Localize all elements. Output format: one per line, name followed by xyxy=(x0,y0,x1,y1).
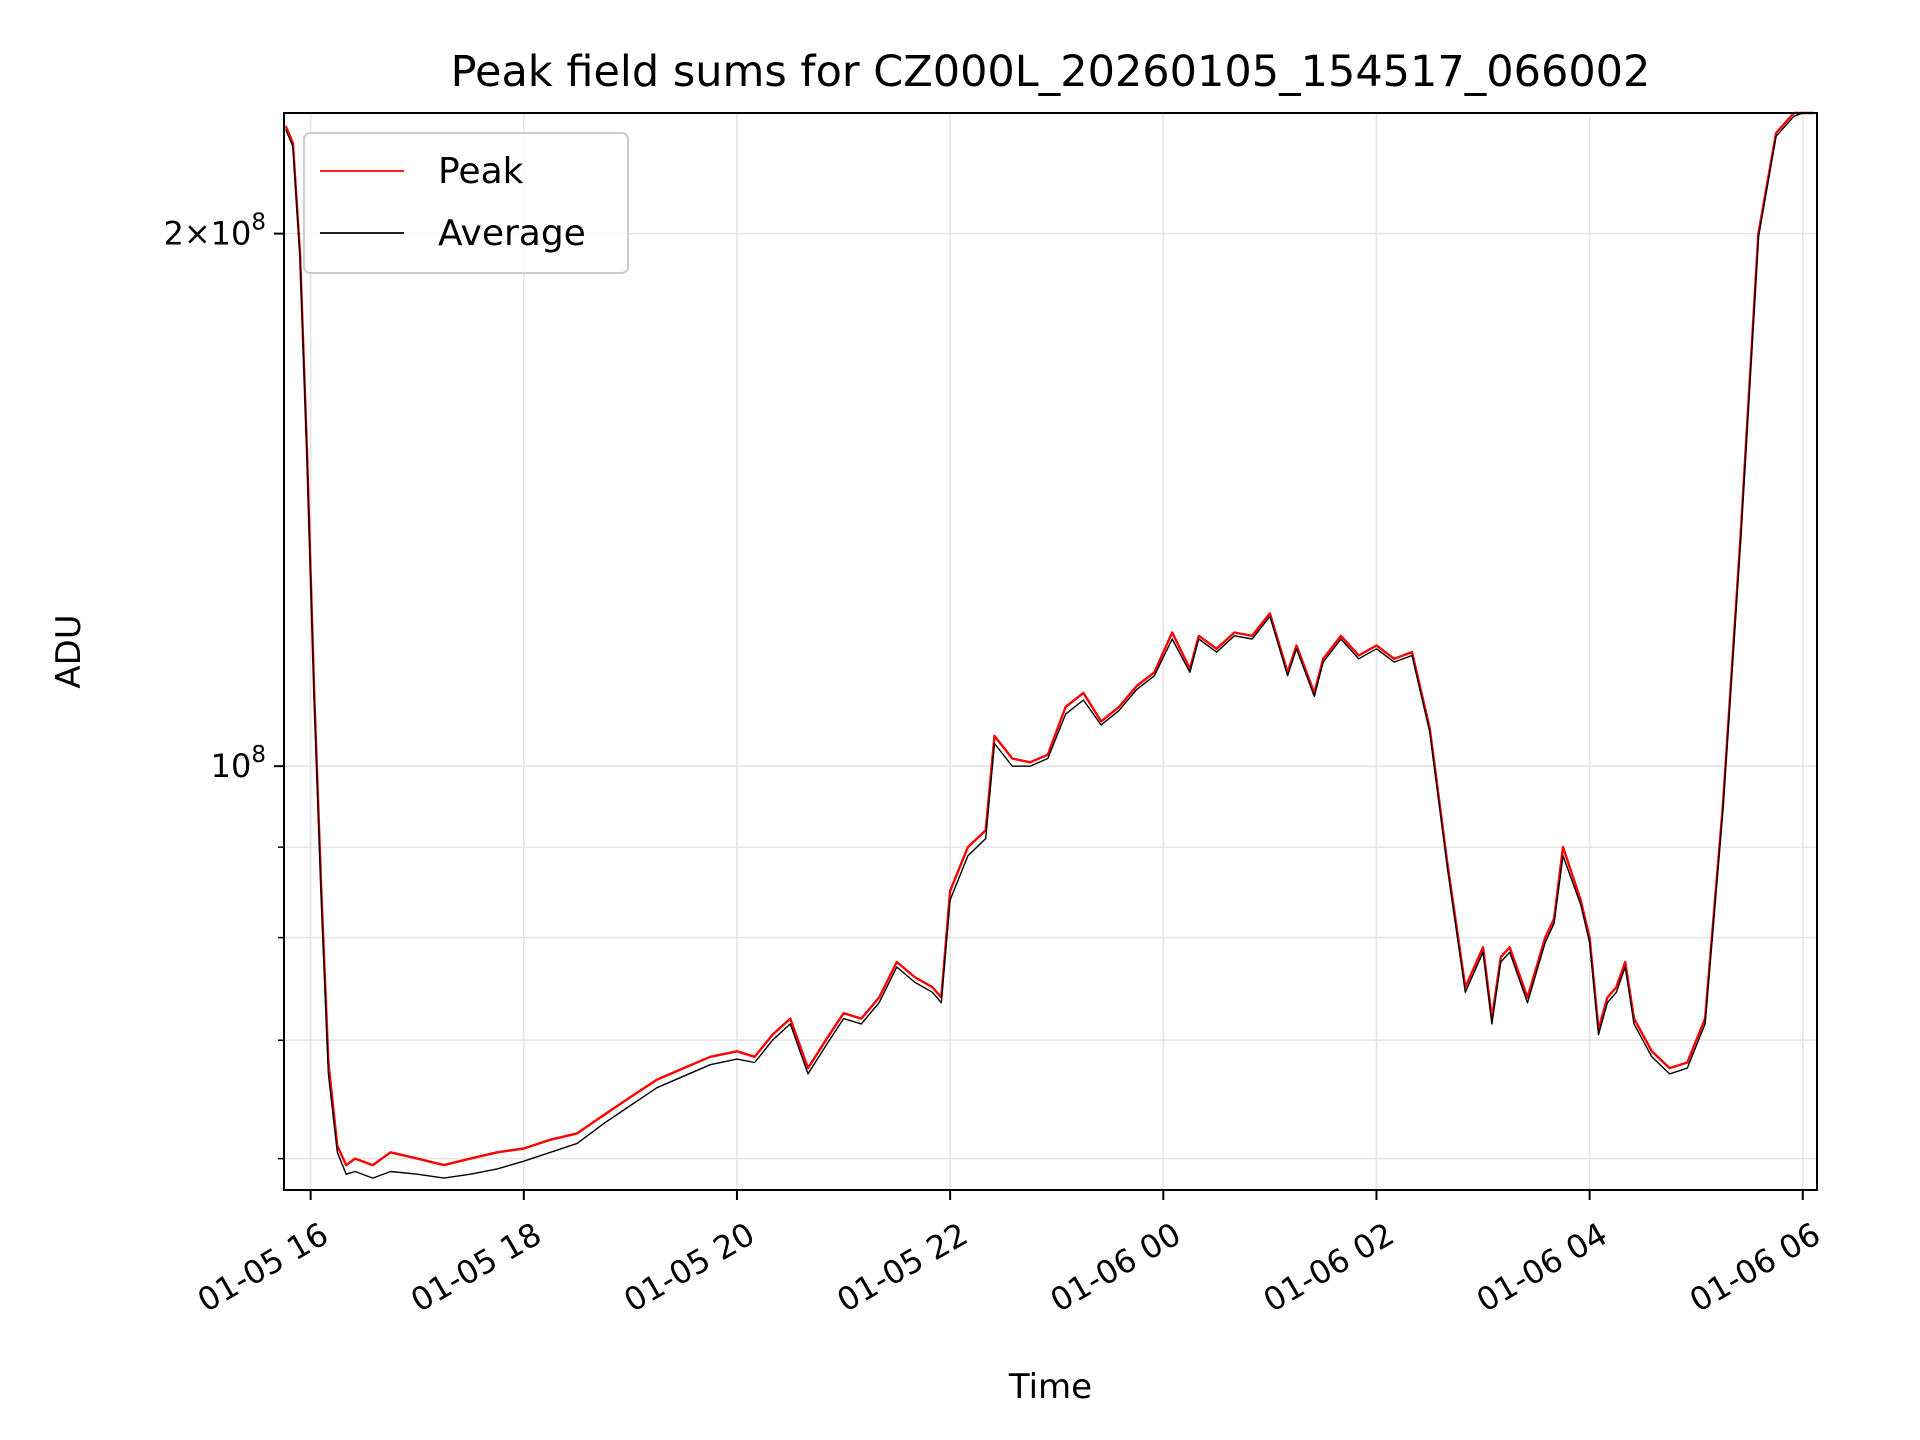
y-tick-label: 2×108 xyxy=(163,210,266,253)
plot-frame xyxy=(283,112,1818,1191)
y-tick-label: 108 xyxy=(211,742,266,785)
legend-label-average: Average xyxy=(438,213,586,254)
y-axis-title: ADU xyxy=(49,614,89,688)
grid xyxy=(284,113,1817,1190)
legend-box xyxy=(303,132,629,274)
legend: Peak Average xyxy=(303,132,629,274)
chart-title: Peak field sums for CZ000L_20260105_1545… xyxy=(451,47,1651,97)
series-lines xyxy=(284,111,1814,1179)
x-axis-title: Time xyxy=(1008,1367,1092,1407)
series-line-average xyxy=(285,112,1814,1179)
legend-label-peak: Peak xyxy=(438,151,524,192)
